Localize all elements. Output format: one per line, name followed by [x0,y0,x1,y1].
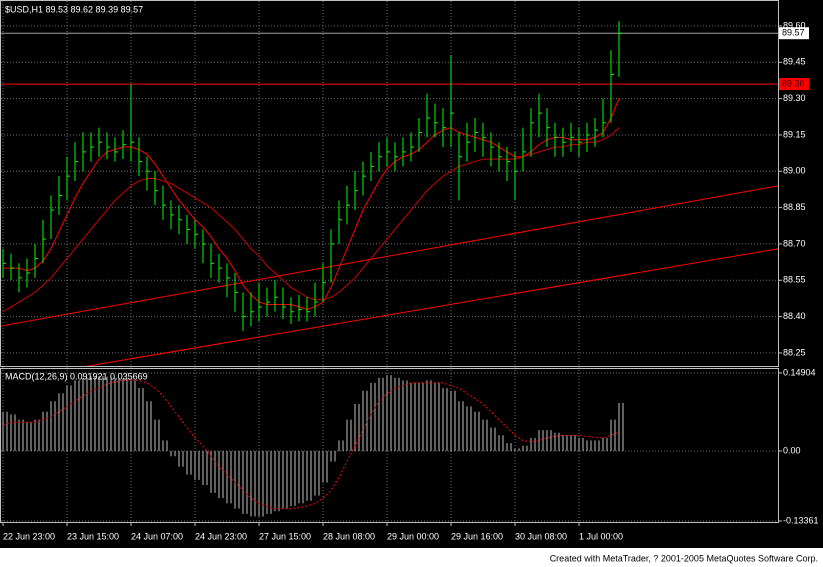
y-tick-label: 88.55 [783,275,806,285]
footer-strip [0,548,823,567]
macd-pane-border [0,368,779,523]
x-tick-label: 23 Jun 15:00 [67,531,119,541]
y-tick-label: 89.15 [783,129,806,139]
x-tick-label: 30 Jun 08:00 [515,531,567,541]
plot-layer: 22 Jun 23:00 23 Jun 15:00 24 Jun 07:00 24 J… [0,1,819,541]
x-tick-label: 27 Jun 15:00 [259,531,311,541]
y-tick-label: 89.30 [783,93,806,103]
x-tick-label: 24 Jun 23:00 [195,531,247,541]
y-tick-label: 88.70 [783,238,806,248]
background [0,0,823,548]
x-tick-label: 24 Jun 07:00 [131,531,183,541]
y-tick-label: 0.00 [783,445,801,455]
y-tick-label: 88.85 [783,202,806,212]
macd-title: MACD(12,26,9) 0.091921 0.035669 [5,371,148,381]
x-tick-label: 29 Jun 16:00 [451,531,503,541]
current-price-label: 89.57 [782,28,805,38]
trendline [0,185,778,327]
moving-average [3,98,620,310]
moving-average [2,127,620,313]
trendline [85,248,778,366]
hline-price-box [779,78,809,91]
current-price-box [779,27,809,40]
y-tick-label: 89.60 [783,20,806,30]
y-tick-label: -0.13361 [783,515,819,525]
x-tick-label: 1 Jul 00:00 [579,531,623,541]
footer: Created with MetaTrader, ? 2001-2005 Met… [550,553,818,563]
chart-title: $USD,H1 89.53 89.62 89.39 89.57 [5,4,143,14]
x-tick-label: 29 Jun 00:00 [387,531,439,541]
main-pane-border [0,0,779,367]
y-tick-label: 89.00 [783,166,806,176]
y-tick-label: 89.45 [783,57,806,67]
signal-line [2,379,620,510]
y-tick-label: 88.40 [783,311,806,321]
main-plot [0,21,778,366]
y-tick-label: 0.14904 [783,367,816,377]
macd-plot [2,375,624,517]
x-tick-label: 22 Jun 23:00 [3,531,55,541]
x-tick-label: 28 Jun 08:00 [323,531,375,541]
hline-price-label: 89.36 [782,78,805,88]
y-tick-label: 88.25 [783,347,806,357]
